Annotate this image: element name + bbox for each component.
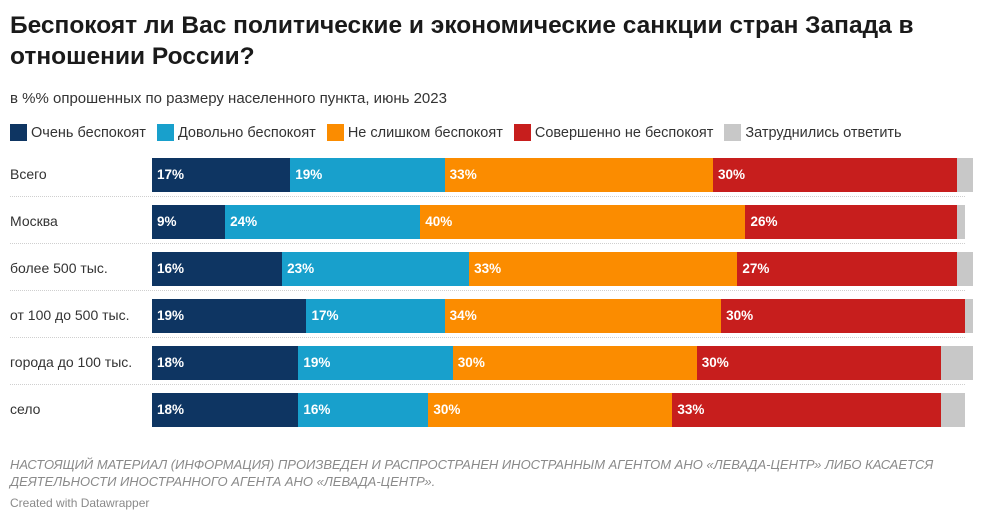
bar-segment xyxy=(306,299,445,333)
legend-swatch xyxy=(156,124,174,141)
category-label: от 100 до 500 тыс. xyxy=(10,307,130,323)
category-label: Всего xyxy=(10,166,47,182)
legend-item: Совершенно не беспокоят xyxy=(513,124,714,141)
category-label: село xyxy=(10,401,41,417)
bar-segment xyxy=(152,346,299,380)
row-divider xyxy=(10,384,965,385)
bar-segment xyxy=(696,346,941,380)
stacked-bar-chart: Всего 17% 19% 33% 30% Москва 9% 24% 40% 26% более … xyxy=(0,150,981,440)
bar-segment xyxy=(152,393,299,427)
legend-label: Не слишком беспокоят xyxy=(347,124,503,141)
bar-segment xyxy=(152,299,307,333)
legend-item: Не слишком беспокоят xyxy=(326,124,503,141)
bar-segment xyxy=(745,205,957,239)
legend-swatch xyxy=(724,124,742,141)
bar-segment xyxy=(428,393,673,427)
category-label: более 500 тыс. xyxy=(10,260,108,276)
legend-label: Совершенно не беспокоят xyxy=(534,124,714,141)
chart-title: Беспокоят ли Вас политические и экономич… xyxy=(10,12,914,70)
legend-label: Довольно беспокоят xyxy=(177,124,316,141)
bar-segment xyxy=(965,299,974,333)
bar-segment xyxy=(721,299,965,333)
bar-segment xyxy=(956,205,965,239)
legend-label: Очень беспокоят xyxy=(31,124,146,141)
bar-segment xyxy=(444,158,713,192)
bar-segment xyxy=(672,393,941,427)
datawrapper-credit: Created with Datawrapper xyxy=(10,496,150,510)
legend-item: Затруднились ответить xyxy=(724,124,902,141)
bar-segment xyxy=(152,158,291,192)
category-label: Москва xyxy=(10,213,58,229)
row-divider xyxy=(10,337,965,338)
legend-swatch xyxy=(10,124,27,141)
bar-segment xyxy=(737,252,957,286)
bar-segment xyxy=(940,346,974,380)
chart-legend: Очень беспокоят Довольно беспокоят Не слиш… xyxy=(10,124,913,141)
bar-segment xyxy=(298,346,453,380)
legend-item: Довольно беспокоят xyxy=(156,124,316,141)
row-divider xyxy=(10,290,965,291)
legend-label: Затруднились ответить xyxy=(745,124,902,141)
bar-segment xyxy=(420,205,746,239)
chart-notes: НАСТОЯЩИЙ МАТЕРИАЛ (ИНФОРМАЦИЯ) ПРОИЗВЕД… xyxy=(10,457,934,489)
bar-segment xyxy=(956,252,974,286)
bar-segment xyxy=(940,393,965,427)
bar-segment xyxy=(298,393,429,427)
bar-segment xyxy=(956,158,974,192)
row-divider xyxy=(10,196,965,197)
bar-segment xyxy=(469,252,738,286)
bar-segment xyxy=(712,158,957,192)
bar-segment xyxy=(444,299,722,333)
row-divider xyxy=(10,243,965,244)
bar-segment xyxy=(152,205,226,239)
bar-segment xyxy=(225,205,421,239)
bar-segment xyxy=(152,252,283,286)
legend-swatch xyxy=(326,124,344,141)
legend-swatch xyxy=(513,124,531,141)
legend-item: Очень беспокоят xyxy=(10,124,146,141)
category-label: города до 100 тыс. xyxy=(10,354,133,370)
chart-subtitle: в %% опрошенных по размеру населенного п… xyxy=(10,90,447,107)
bar-segment xyxy=(290,158,445,192)
bar-segment xyxy=(452,346,697,380)
bar-segment xyxy=(282,252,470,286)
